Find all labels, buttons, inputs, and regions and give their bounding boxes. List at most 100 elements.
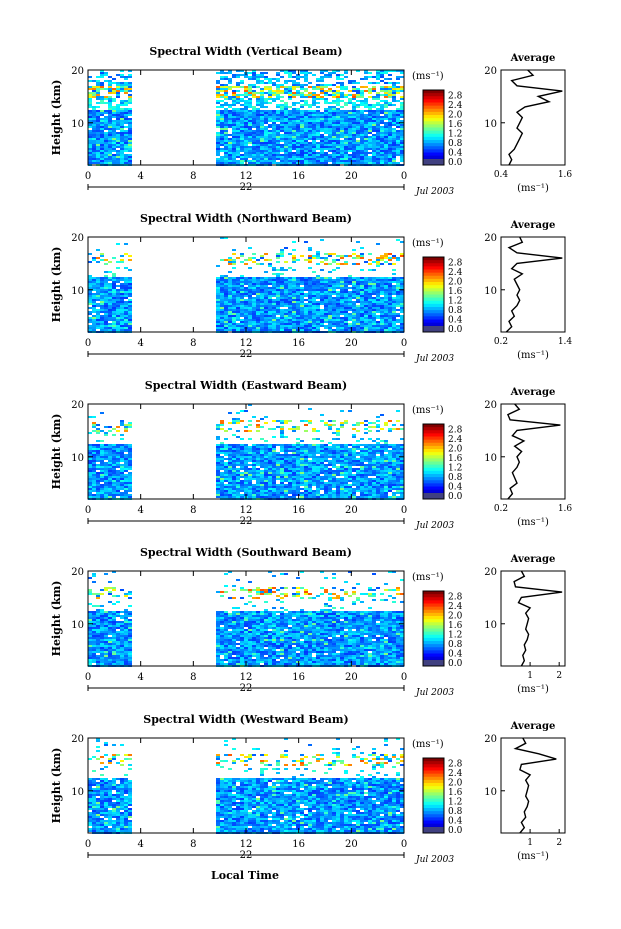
average-frame <box>500 69 566 166</box>
colorbar-swatch <box>423 591 444 595</box>
colorbar-swatch <box>423 767 444 771</box>
colorbar-swatch <box>423 111 444 116</box>
colorbar-swatch <box>423 625 444 629</box>
height-axis-label: Height (km) <box>50 80 63 156</box>
colorbar-swatch <box>423 136 444 141</box>
colorbar-swatch <box>423 594 444 598</box>
colorbar-tick-label: 2.8 <box>448 91 463 101</box>
y-tick-label: 20 <box>71 734 84 745</box>
colorbar-swatch <box>423 159 444 165</box>
x-tick-label: 12 <box>240 338 253 349</box>
colorbar-unit: (ms⁻¹) <box>412 71 444 82</box>
colorbar-swatch <box>423 294 444 299</box>
colorbar-swatch <box>423 811 444 815</box>
x-tick-label: 20 <box>345 505 358 516</box>
colorbar-swatch <box>423 795 444 800</box>
colorbar-tick-label: 1.6 <box>448 621 463 631</box>
average-profile-line <box>508 69 563 166</box>
colorbar-swatch <box>423 656 444 661</box>
colorbar-tick-label: 1.6 <box>448 287 463 297</box>
colorbar-swatch <box>423 660 444 666</box>
colorbar-tick-label: 1.2 <box>448 630 462 640</box>
y-tick-label: 10 <box>71 453 84 464</box>
x-tick-label: 0.4 <box>494 170 509 180</box>
colorbar-swatch <box>423 823 444 828</box>
colorbar-swatch <box>423 477 444 481</box>
colorbar-swatch <box>423 773 444 778</box>
average-title: Average <box>510 387 556 398</box>
height-axis-label: Height (km) <box>50 748 63 824</box>
colorbar-swatch <box>423 297 444 302</box>
colorbar-swatch <box>423 647 444 651</box>
x-tick-label: 12 <box>240 171 253 182</box>
colorbar-swatch <box>423 115 444 119</box>
y-tick-label: 10 <box>484 119 497 130</box>
colorbar-swatch <box>423 146 444 150</box>
colorbar-swatch <box>423 820 444 825</box>
colorbar-swatch <box>423 445 444 450</box>
date-label: Jul 2003 <box>414 688 454 698</box>
colorbar-frame <box>422 423 445 500</box>
colorbar-tick-label: 0.8 <box>448 640 463 650</box>
colorbar-tick-label: 2.8 <box>448 759 463 769</box>
colorbar-swatch <box>423 310 444 314</box>
heatmap-cells <box>88 738 404 834</box>
average-unit: (ms⁻¹) <box>517 851 549 862</box>
x-tick-label: 1.4 <box>558 337 573 347</box>
colorbar-swatch <box>423 427 444 431</box>
colorbar-tick-label: 0.4 <box>448 148 463 158</box>
colorbar-swatch <box>423 804 444 809</box>
colorbar-swatch <box>423 436 444 441</box>
heatmap-cells <box>88 237 404 333</box>
colorbar-tick-label: 2.8 <box>448 258 463 268</box>
heatmap-cells <box>88 571 404 667</box>
colorbar-swatch <box>423 102 444 107</box>
x-tick-label: 1.6 <box>558 170 573 180</box>
x-tick-label: 0 <box>85 505 91 516</box>
colorbar-swatch <box>423 486 444 491</box>
colorbar-swatch <box>423 108 444 113</box>
y-tick-label: 20 <box>484 734 497 745</box>
colorbar-swatch <box>423 792 444 796</box>
height-axis-label: Height (km) <box>50 581 63 657</box>
colorbar-swatch <box>423 461 444 466</box>
x-tick-label: 4 <box>137 338 143 349</box>
y-tick-label: 20 <box>484 400 497 411</box>
average-title: Average <box>510 53 556 64</box>
colorbar-swatch <box>423 641 444 645</box>
x-tick-label: 0 <box>85 338 91 349</box>
colorbar-tick-label: 2.8 <box>448 592 463 602</box>
colorbar-swatch <box>423 631 444 636</box>
x-tick-label: 12 <box>240 839 253 850</box>
x-tick-label: 20 <box>345 672 358 683</box>
colorbar-swatch <box>423 814 444 818</box>
y-tick-label: 20 <box>484 66 497 77</box>
colorbar-tick-label: 0.0 <box>448 826 463 836</box>
colorbar-swatch <box>423 127 444 132</box>
colorbar-tick-label: 0.0 <box>448 492 463 502</box>
x-tick-label: 8 <box>190 171 196 182</box>
colorbar-swatch <box>423 770 444 775</box>
colorbar-swatch <box>423 99 444 103</box>
colorbar-frame <box>422 256 445 333</box>
colorbar-tick-label: 0.8 <box>448 473 463 483</box>
colorbar-swatch <box>423 474 444 478</box>
colorbar-swatch <box>423 282 444 286</box>
y-tick-label: 10 <box>71 787 84 798</box>
y-tick-label: 10 <box>71 620 84 631</box>
colorbar-swatch <box>423 442 444 447</box>
colorbar-swatch <box>423 458 444 462</box>
average-unit: (ms⁻¹) <box>517 350 549 361</box>
colorbar-swatch <box>423 808 444 812</box>
height-axis-label: Height (km) <box>50 247 63 323</box>
colorbar-swatch <box>423 316 444 320</box>
colorbar-tick-label: 1.6 <box>448 788 463 798</box>
y-tick-label: 10 <box>71 286 84 297</box>
y-tick-label: 10 <box>484 453 497 464</box>
x-tick-label: 0 <box>401 505 407 516</box>
colorbar-swatch <box>423 285 444 289</box>
average-title: Average <box>510 554 556 565</box>
colorbar-swatch <box>423 96 444 100</box>
x-tick-label: 16 <box>292 505 305 516</box>
colorbar-tick-label: 2.0 <box>448 277 463 287</box>
